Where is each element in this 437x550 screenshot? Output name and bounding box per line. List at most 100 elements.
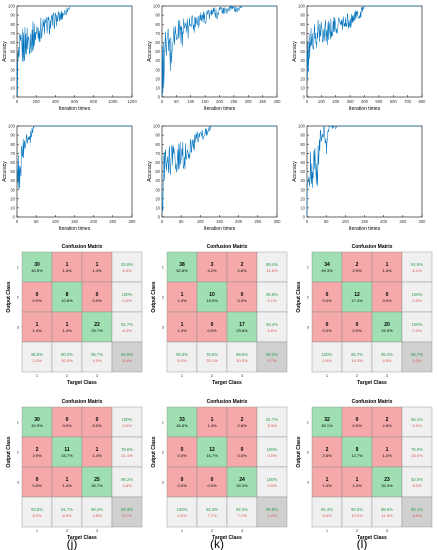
matrix-cell xyxy=(311,466,343,498)
x-tick-label: 50 xyxy=(34,219,39,224)
cell-value: 1 xyxy=(96,262,99,268)
cell-value: 12 xyxy=(209,447,215,453)
cell-percent: 10.8% xyxy=(61,298,73,303)
y-tick-label: 60 xyxy=(300,40,305,45)
y-tick-label: 50 xyxy=(155,49,160,54)
cell-percent: 9.7% xyxy=(267,358,277,363)
row-class-label: 2 xyxy=(17,295,20,300)
line-chart: 0 10 20 30 40 50 60 70 80 90 100 0 50 100 150 200 250 300… xyxy=(2,124,136,232)
y-tick-label: 40 xyxy=(10,178,15,183)
cell-percent: 0.0% xyxy=(352,328,362,333)
cell-value: 1 xyxy=(181,292,184,298)
col-summary-cell xyxy=(371,496,403,528)
cell-value: 2 xyxy=(356,262,359,268)
y-tick-label: 20 xyxy=(155,196,160,201)
cell-value: 2 xyxy=(386,417,389,423)
confusion-matrix: Confusion Matrix3040.5%11.4%11.4%93.8%6.… xyxy=(6,244,143,386)
cell-percent: 2.8% xyxy=(237,423,247,428)
x-tick-label: 0 xyxy=(161,219,164,224)
row-summary-cell xyxy=(256,406,288,438)
x-tick-label: 400 xyxy=(361,99,369,104)
cell-value: 0 xyxy=(241,447,244,453)
col-class-label: 1 xyxy=(36,528,39,533)
matrix-cell xyxy=(21,311,53,343)
cell-percent: 0.0% xyxy=(267,453,277,458)
cell-percent: 8.0% xyxy=(412,483,422,488)
col-class-label: 3 xyxy=(241,528,244,533)
cell-value: 24 xyxy=(239,477,245,483)
row-class-label: 1 xyxy=(17,420,20,425)
cell-percent: 52.8% xyxy=(176,268,188,273)
y-tick-label: 50 xyxy=(300,49,305,54)
total-accuracy-cell xyxy=(401,341,433,373)
cell-value: 94.6% xyxy=(121,352,133,357)
x-axis-label: Target Class xyxy=(212,380,242,386)
y-tick-label: 10 xyxy=(155,206,160,211)
y-axis-label: Accuracy xyxy=(147,161,153,182)
cell-percent: 9.1% xyxy=(267,298,277,303)
cell-value: 90.1% xyxy=(411,507,423,512)
cell-percent: 0.0% xyxy=(352,423,362,428)
x-tick-label: 600 xyxy=(390,99,398,104)
plot-area xyxy=(161,5,278,98)
cell-value: 1 xyxy=(96,447,99,453)
row-class-label: 2 xyxy=(17,450,20,455)
cell-value: 91.7% xyxy=(61,507,73,512)
panel-label: (j) xyxy=(67,537,78,550)
cell-percent: 33.3% xyxy=(236,483,248,488)
cell-value: 0 xyxy=(326,292,329,298)
y-tick-label: 90 xyxy=(300,13,305,18)
row-summary-cell xyxy=(111,281,143,313)
row-summary-cell xyxy=(111,251,143,283)
cell-value: 1 xyxy=(356,477,359,483)
line-chart: 0 10 20 30 40 50 60 70 80 90 100 0 50 100 150 200 250 300… xyxy=(292,124,426,232)
cell-percent: 6.3% xyxy=(122,268,132,273)
accuracy-line xyxy=(161,5,277,98)
cell-value: 2 xyxy=(36,447,39,453)
cell-percent: 1.4% xyxy=(207,423,217,428)
cell-value: 96.8% xyxy=(31,352,43,357)
cell-value: 0 xyxy=(66,417,69,423)
cell-percent: 2.8% xyxy=(322,453,332,458)
matrix-title: Confusion Matrix xyxy=(62,399,103,405)
cell-percent: 8.3% xyxy=(62,513,72,518)
x-tick-label: 250 xyxy=(109,219,117,224)
y-tick-label: 10 xyxy=(10,86,15,91)
matrix-cell xyxy=(311,406,343,438)
cell-value: 1 xyxy=(66,262,69,268)
y-tick-label: 50 xyxy=(155,169,160,174)
cell-percent: 1.4% xyxy=(322,483,332,488)
cell-percent: 0.0% xyxy=(177,453,187,458)
matrix-title: Confusion Matrix xyxy=(207,399,248,405)
confusion-matrix: Confusion Matrix3042.9%00.0%00.0%100%0.0… xyxy=(6,399,143,541)
x-tick-label: 300 xyxy=(129,219,137,224)
row-summary-cell xyxy=(111,436,143,468)
row-summary-cell xyxy=(111,406,143,438)
y-tick-label: 40 xyxy=(155,58,160,63)
x-tick-label: 250 xyxy=(230,99,238,104)
col-class-label: 3 xyxy=(96,528,99,533)
cell-percent: 11.5% xyxy=(381,513,392,518)
y-axis-label: Output Class xyxy=(151,281,157,312)
cell-percent: 1.4% xyxy=(32,328,42,333)
cell-percent: 8.6% xyxy=(322,513,332,518)
x-tick-label: 100 xyxy=(197,219,205,224)
y-tick-label: 80 xyxy=(300,22,305,27)
cell-value: 0 xyxy=(211,477,214,483)
row-class-label: 3 xyxy=(17,480,20,485)
cell-percent: 2.9% xyxy=(352,268,362,273)
cell-percent: 0.0% xyxy=(267,483,277,488)
total-accuracy-cell xyxy=(401,496,433,528)
col-summary-cell xyxy=(51,496,83,528)
cell-percent: 0.0% xyxy=(122,423,132,428)
x-tick-label: 800 xyxy=(90,99,98,104)
cell-value: 17 xyxy=(239,322,245,328)
cell-value: 9 xyxy=(356,447,359,453)
col-summary-cell xyxy=(21,496,53,528)
x-tick-label: 150 xyxy=(202,99,210,104)
row-class-label: 2 xyxy=(307,450,310,455)
x-tick-label: 100 xyxy=(342,219,350,224)
cell-percent: 45.1% xyxy=(321,423,333,428)
matrix-cell xyxy=(226,436,258,468)
y-tick-label: 40 xyxy=(10,58,15,63)
